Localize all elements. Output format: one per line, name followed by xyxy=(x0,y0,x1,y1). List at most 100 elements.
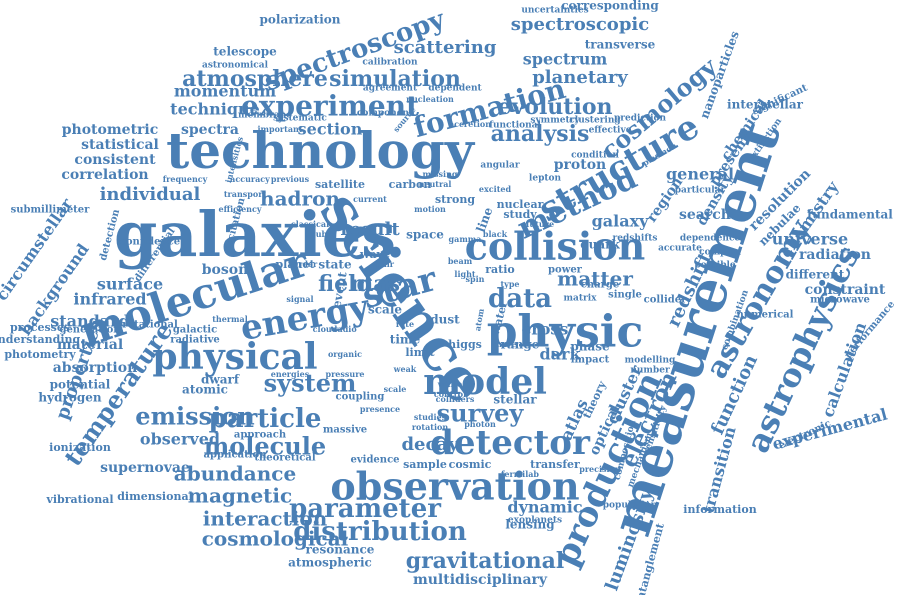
word-state: state xyxy=(318,258,352,272)
word-atomic: atomic xyxy=(182,383,228,397)
word-hadron: hadron xyxy=(260,187,340,211)
word-radiative: radiative xyxy=(170,335,220,346)
word-organic: organic xyxy=(328,349,362,359)
word-telescope: telescope xyxy=(213,45,277,59)
word-multidisciplinary: multidisciplinary xyxy=(413,572,548,588)
word-collider: collider xyxy=(644,295,688,306)
word-lensing: lensing xyxy=(505,518,555,532)
word-modelling: modelling xyxy=(625,356,676,366)
word-supernovae: supernovae xyxy=(100,460,190,476)
word-spectroscopic: spectroscopic xyxy=(511,14,649,35)
word-important: important xyxy=(257,124,302,134)
word-more: more xyxy=(493,339,516,349)
word-atmosphere: atmosphere xyxy=(182,66,328,92)
word-magnetic: magnetic xyxy=(188,484,292,508)
word-physic: physic xyxy=(487,307,644,358)
word-angular: angular xyxy=(480,161,519,171)
word-beam: beam xyxy=(448,256,473,266)
word-clustering: clustering xyxy=(569,116,621,126)
word-future: future xyxy=(526,219,554,229)
word-boson: boson xyxy=(202,262,249,278)
word-individual: individual xyxy=(100,184,201,205)
word-planet: planet xyxy=(275,258,315,271)
word-abundance: abundance xyxy=(174,462,296,486)
word-standard: standard xyxy=(50,312,130,331)
word-survey: survey xyxy=(437,399,525,428)
word-redshifts: redshifts xyxy=(613,234,658,244)
word-vibrational: vibrational xyxy=(45,493,113,506)
word-light: light xyxy=(454,269,475,279)
word-atom: atom xyxy=(472,307,486,332)
word-study: study xyxy=(503,208,537,221)
word-transverse: transverse xyxy=(585,38,656,52)
word-submillimeter: submillimeter xyxy=(11,205,91,216)
word-prediction: prediction xyxy=(614,114,667,124)
word-search: search xyxy=(679,207,731,223)
word-power: power xyxy=(548,265,583,276)
word-classical: classical xyxy=(291,219,329,229)
word-transfer: transfer xyxy=(530,458,580,471)
word-cross: cross xyxy=(522,320,569,339)
word-polarization: polarization xyxy=(259,13,340,27)
word-order: order xyxy=(293,259,318,269)
word-scattering: scattering xyxy=(394,37,497,58)
word-membrane: membrane xyxy=(238,111,292,121)
word-type: type xyxy=(500,279,519,289)
word-double: double xyxy=(305,229,335,239)
word-physical: physical xyxy=(152,336,317,378)
word-proton: proton xyxy=(554,157,607,173)
word-mas: mas xyxy=(350,271,400,297)
word-possible: possible xyxy=(694,261,736,271)
word-galaxies: galaxies xyxy=(114,198,396,271)
word-scale: scale xyxy=(384,384,407,394)
word-rotation: rotation xyxy=(412,422,449,432)
word-cloud: cloud xyxy=(313,324,338,334)
word-event: event xyxy=(329,270,349,309)
word-thermal: thermal xyxy=(212,314,248,324)
word-satellite: satellite xyxy=(315,178,365,191)
word-time: time xyxy=(390,333,421,347)
word-scale: scale xyxy=(368,303,402,317)
word-frequency: frequency xyxy=(163,174,208,184)
word-limit: limit xyxy=(405,346,435,359)
word-control: control xyxy=(434,389,466,399)
word-white: white xyxy=(437,379,463,389)
word-fermilab: fermilab xyxy=(501,469,539,479)
word-distribution: distribution xyxy=(293,517,467,547)
word-approach: approach xyxy=(234,430,287,441)
word-phase: phase xyxy=(570,340,610,354)
word-transport: transport xyxy=(224,189,267,199)
word-confidence: confidence xyxy=(120,237,180,248)
word-model: model xyxy=(423,361,547,403)
word-coupling: coupling xyxy=(336,392,385,403)
word-lepton: lepton xyxy=(529,174,562,184)
word-application: application xyxy=(204,450,268,461)
word-galactic: galactic xyxy=(173,325,217,336)
word-complex: complex xyxy=(699,248,741,258)
word-simulation: simulation xyxy=(329,66,461,92)
word-carbon: carbon xyxy=(389,178,432,191)
word-current: current xyxy=(353,194,387,204)
word-galaxy: galaxy xyxy=(592,212,650,231)
word-observed: observed xyxy=(140,430,220,449)
word-analysis: analysis xyxy=(491,121,590,147)
word-rate: rate xyxy=(396,319,414,329)
word-functional: functional xyxy=(489,121,541,131)
word-experiment: experiment xyxy=(241,90,419,123)
word-pair: pair xyxy=(376,259,395,269)
word-absorption: absorption xyxy=(53,360,138,376)
word-dynamic: dynamic xyxy=(507,498,582,517)
word-range: range xyxy=(501,338,540,352)
word-space: space xyxy=(406,228,444,242)
word-spectrum: spectrum xyxy=(523,50,608,69)
word-motion: motion xyxy=(414,204,446,214)
word-astronomical: astronomical xyxy=(202,61,269,71)
word-system: system xyxy=(264,369,357,398)
word-weak: weak xyxy=(393,364,417,374)
word-decay: decay xyxy=(401,434,459,455)
word-signal: signal xyxy=(286,294,313,304)
word-accurate: accurate xyxy=(658,244,702,254)
word-constraint: constraint xyxy=(805,282,886,298)
word-photon: photon xyxy=(464,419,496,429)
